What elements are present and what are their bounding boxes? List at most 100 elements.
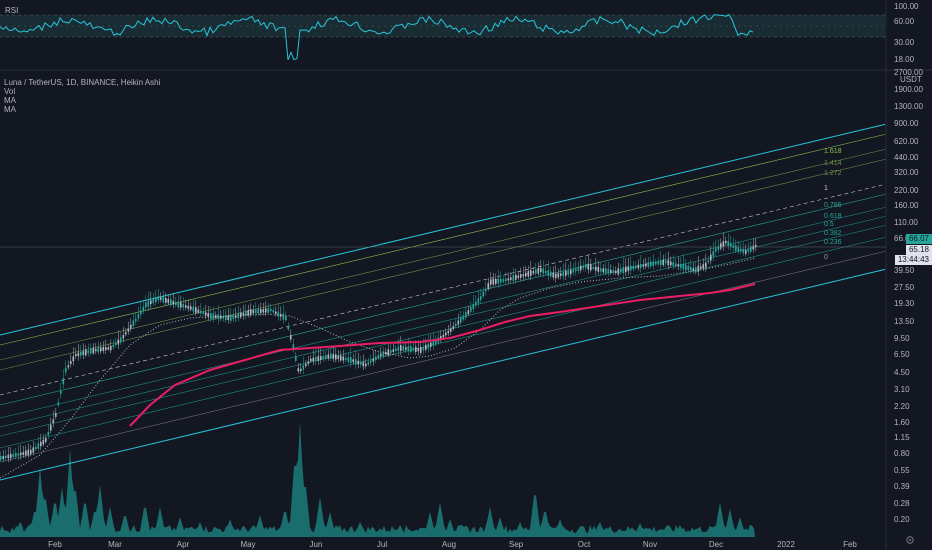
ma2-label[interactable]: MA — [4, 105, 16, 114]
candle-body — [507, 278, 510, 281]
candle-body — [102, 347, 105, 351]
settings-icon[interactable] — [906, 536, 914, 544]
candle-body — [475, 301, 477, 306]
candle-body — [725, 240, 727, 244]
candle-body — [97, 347, 100, 353]
candle-body — [480, 296, 482, 300]
candle-body — [287, 326, 290, 330]
fib-1414 — [0, 149, 886, 361]
candle-body — [170, 299, 172, 305]
time-axis-label: Jun — [310, 540, 323, 549]
candle-body — [542, 268, 545, 274]
candle-body — [295, 356, 297, 361]
time-axis[interactable]: Feb Mar Apr May Jun Jul Aug Sep Oct Nov Dec 2022 Feb — [48, 540, 857, 549]
candle-body — [25, 450, 27, 456]
price-scale-label: 0.55 — [894, 466, 910, 475]
candle-body — [530, 270, 532, 276]
candle-body — [435, 339, 437, 345]
volume-histogram — [0, 422, 755, 537]
candle-body — [700, 266, 702, 269]
candle-body — [752, 245, 755, 250]
ma1-label[interactable]: MA — [4, 96, 16, 105]
price-scale-label: 3.10 — [894, 385, 910, 394]
candle-body — [405, 347, 407, 350]
candle-body — [285, 315, 287, 321]
candle-body — [452, 326, 455, 329]
candle-body — [665, 260, 667, 264]
chart-legend: Luna / TetherUS, 1D, BINANCE, Heikin Ash… — [4, 78, 160, 114]
candle-body — [487, 283, 490, 289]
candle-body — [50, 424, 52, 431]
candle-body — [72, 356, 75, 362]
candle-body — [35, 446, 37, 450]
candle-body — [387, 349, 390, 356]
candle-body — [457, 320, 460, 325]
candle-body — [117, 339, 120, 345]
candle-body — [42, 439, 45, 445]
candle-body — [312, 357, 315, 362]
candle-body — [310, 358, 312, 362]
candle-body — [95, 348, 97, 352]
candle-body — [210, 313, 212, 319]
candle-body — [497, 278, 500, 284]
time-axis-label: Mar — [108, 540, 122, 549]
candle-body — [250, 309, 252, 315]
candle-body — [165, 297, 167, 303]
candle-body — [5, 455, 7, 459]
candle-body — [697, 265, 700, 272]
symbol-title[interactable]: Luna / TetherUS, 1D, BINANCE, Heikin Ash… — [4, 78, 161, 87]
candle-body — [265, 308, 267, 313]
candle-body — [742, 248, 745, 254]
candle-body — [297, 368, 300, 372]
candle-body — [537, 267, 540, 274]
candle-body — [7, 454, 10, 459]
candle-body — [247, 310, 250, 316]
price-scale[interactable]: 2700.00 1900.00 1300.00 900.00 620.00 440.00 3… — [894, 68, 923, 524]
candle-body — [620, 268, 622, 273]
candle-body — [535, 269, 537, 274]
candle-body — [62, 378, 65, 385]
candle-body — [410, 346, 412, 352]
candle-body — [590, 264, 592, 271]
candle-body — [717, 246, 720, 250]
fib-label: 1 — [824, 185, 828, 192]
fib-0786 — [0, 194, 886, 406]
candle-body — [615, 270, 617, 274]
candle-body — [257, 309, 260, 314]
price-scale-label: 1900.00 — [894, 85, 923, 94]
candle-body — [707, 260, 710, 263]
candle-body — [470, 307, 472, 312]
candle-body — [75, 353, 77, 357]
candle-body — [672, 262, 675, 266]
candle-body — [160, 297, 162, 300]
candle-body — [292, 344, 295, 351]
price-scale-label: 6.50 — [894, 350, 910, 359]
candle-body — [547, 270, 550, 276]
candle-body — [337, 355, 340, 360]
fib-label: 0.786 — [824, 202, 842, 209]
candle-body — [140, 310, 142, 315]
candle-body — [395, 348, 397, 351]
candle-body — [332, 354, 335, 359]
candle-body — [155, 297, 157, 303]
candle-body — [342, 356, 345, 361]
rsi-band — [0, 15, 885, 37]
candle-body — [202, 311, 205, 315]
candle-body — [450, 328, 452, 332]
candle-body — [525, 272, 527, 277]
candle-body — [335, 354, 337, 360]
candle-body — [130, 324, 132, 329]
vol-label[interactable]: Vol — [4, 87, 16, 96]
candle-body — [112, 344, 115, 348]
time-axis-label: Feb — [843, 540, 857, 549]
candle-body — [592, 266, 595, 270]
fib-0618 — [0, 207, 886, 419]
candle-body — [145, 302, 147, 308]
ma-dotted-line — [0, 257, 756, 479]
time-axis-label: Aug — [442, 540, 456, 549]
candle-body — [350, 357, 352, 363]
candle-body — [60, 390, 62, 395]
candle-body — [505, 278, 507, 282]
